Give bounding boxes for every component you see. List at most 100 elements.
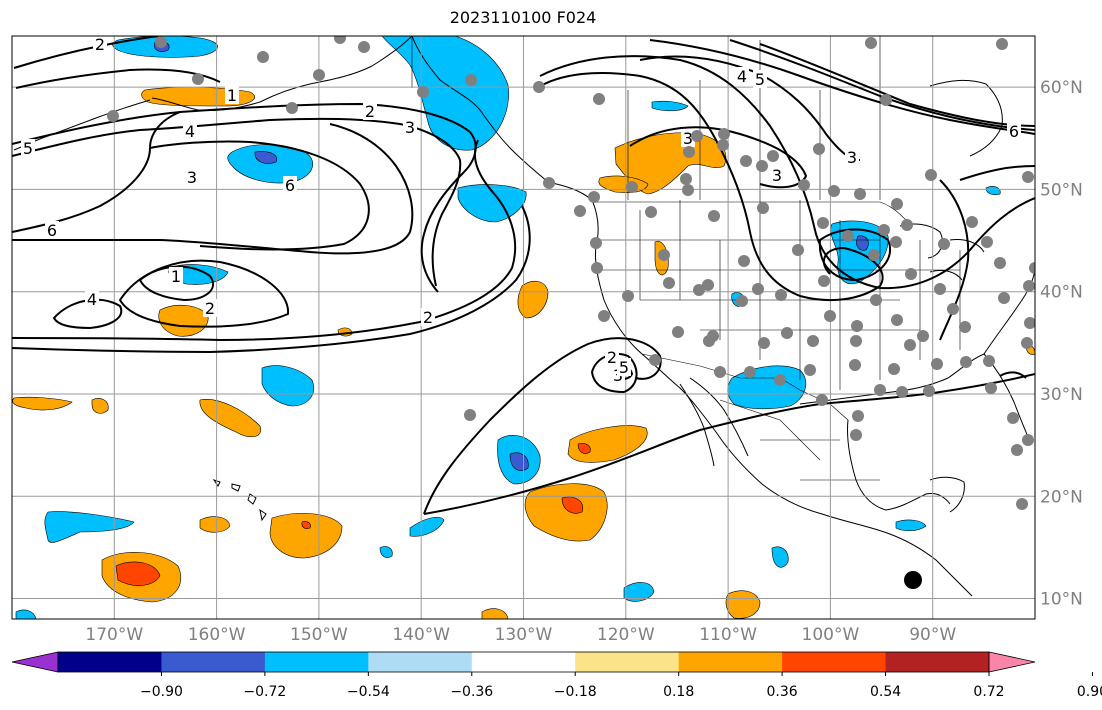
contour-line bbox=[999, 371, 1027, 379]
contour-label-background bbox=[185, 168, 199, 186]
longitude-label: 130°W bbox=[495, 625, 553, 645]
contour-line bbox=[12, 102, 477, 293]
station-marker bbox=[1011, 444, 1023, 456]
longitude-label: 140°W bbox=[392, 625, 450, 645]
positive-anomaly-region bbox=[269, 513, 343, 559]
florida-and-east-coast bbox=[983, 265, 1035, 443]
contour-label: 6 bbox=[47, 221, 57, 240]
station-marker bbox=[683, 146, 695, 158]
contour-label-background bbox=[283, 176, 297, 194]
station-marker bbox=[1016, 498, 1028, 510]
station-marker bbox=[938, 238, 950, 250]
contour-label-background bbox=[605, 348, 619, 366]
negative-anomaly-region bbox=[895, 519, 927, 532]
contour-label: 1 bbox=[171, 267, 181, 286]
station-marker bbox=[917, 330, 929, 342]
longitude-label: 90°W bbox=[909, 625, 956, 645]
contour-label-background bbox=[363, 102, 377, 120]
latitude-label: 20°N bbox=[1040, 487, 1083, 507]
station-marker bbox=[591, 262, 603, 274]
contour-label-background bbox=[93, 36, 107, 53]
colorbar: −0.90 −0.72 −0.54 −0.36 −0.18 0.18 0.36 0.54 0.7… bbox=[11, 651, 1102, 700]
contour-label-background bbox=[183, 122, 197, 140]
station-marker bbox=[717, 139, 729, 151]
contour-label: 2 bbox=[423, 308, 433, 327]
colorbar-extend-low bbox=[11, 651, 59, 673]
latitude-label: 40°N bbox=[1040, 283, 1083, 303]
contour-label-background bbox=[1007, 122, 1021, 140]
station-marker bbox=[854, 188, 866, 200]
station-marker bbox=[590, 237, 602, 249]
yucatan-coastline bbox=[929, 476, 965, 513]
contour-line bbox=[939, 179, 970, 341]
station-marker bbox=[960, 356, 972, 368]
contour-line bbox=[649, 39, 1035, 135]
station-marker bbox=[543, 177, 555, 189]
longitude-label: 150°W bbox=[290, 625, 348, 645]
contour-labels: 2143562363543322324651 bbox=[21, 35, 1021, 385]
station-marker bbox=[649, 354, 661, 366]
negative-anomaly-region bbox=[985, 186, 1001, 196]
contour-label-background bbox=[845, 148, 859, 166]
contour-label: 3 bbox=[187, 168, 197, 187]
contour-label-background bbox=[403, 118, 417, 136]
station-marker bbox=[896, 386, 908, 398]
contour-label-background bbox=[45, 221, 59, 239]
positive-anomaly-region bbox=[91, 398, 109, 414]
contour-label: 5 bbox=[619, 358, 629, 377]
positive-anomaly-region bbox=[481, 608, 509, 619]
positive-anomaly-region bbox=[725, 590, 761, 619]
station-marker bbox=[702, 279, 714, 291]
contour-label: 2 bbox=[607, 348, 617, 367]
station-marker bbox=[849, 359, 861, 371]
colorbar-tick-label: −0.36 bbox=[450, 684, 493, 700]
strong-negative-anomaly-region bbox=[856, 235, 869, 251]
colorbar-segment bbox=[368, 652, 473, 672]
contour-label-background bbox=[421, 308, 435, 326]
negative-anomaly-region bbox=[261, 365, 314, 407]
positive-anomaly-region bbox=[517, 280, 549, 319]
station-marker bbox=[934, 283, 946, 295]
station-marker bbox=[842, 230, 854, 242]
station-markers bbox=[107, 36, 1035, 510]
station-marker bbox=[865, 37, 877, 49]
station-marker bbox=[998, 292, 1010, 304]
station-marker bbox=[816, 394, 828, 406]
contour-label: 6 bbox=[285, 176, 295, 195]
latitude-labels: 60°N 50°N 40°N 30°N 20°N 10°N bbox=[1040, 78, 1083, 609]
map-frame bbox=[11, 35, 1036, 620]
station-marker bbox=[767, 150, 779, 162]
contour-label-background bbox=[225, 86, 239, 104]
contour-label: 3 bbox=[772, 166, 782, 185]
contour-label: 2 bbox=[95, 35, 105, 54]
positive-anomaly-region bbox=[524, 483, 608, 542]
station-marker bbox=[736, 295, 748, 307]
station-marker bbox=[798, 179, 810, 191]
station-marker bbox=[1023, 280, 1035, 292]
station-marker bbox=[658, 249, 670, 261]
positive-anomaly-region bbox=[199, 516, 231, 533]
longitude-label: 170°W bbox=[85, 625, 143, 645]
political-borders bbox=[411, 36, 961, 481]
station-marker bbox=[901, 219, 913, 231]
station-marker bbox=[693, 284, 705, 296]
station-marker bbox=[880, 94, 892, 106]
station-marker bbox=[985, 382, 997, 394]
station-marker bbox=[155, 36, 167, 48]
station-marker bbox=[703, 335, 715, 347]
highlighted-station-marker bbox=[904, 571, 922, 589]
contour-label: 3 bbox=[683, 129, 693, 148]
contour-line bbox=[959, 165, 1035, 181]
contour-label-background bbox=[617, 358, 631, 376]
station-marker bbox=[888, 363, 900, 375]
station-marker bbox=[850, 429, 862, 441]
colorbar-tick-label: −0.18 bbox=[554, 684, 597, 700]
station-marker bbox=[738, 255, 750, 267]
station-marker bbox=[891, 314, 903, 326]
station-marker bbox=[774, 374, 786, 386]
negative-anomaly-region bbox=[651, 100, 689, 112]
negative-anomaly-region bbox=[15, 609, 37, 619]
station-marker bbox=[626, 181, 638, 193]
contour-label-background bbox=[681, 129, 695, 147]
contour-line bbox=[12, 139, 517, 342]
